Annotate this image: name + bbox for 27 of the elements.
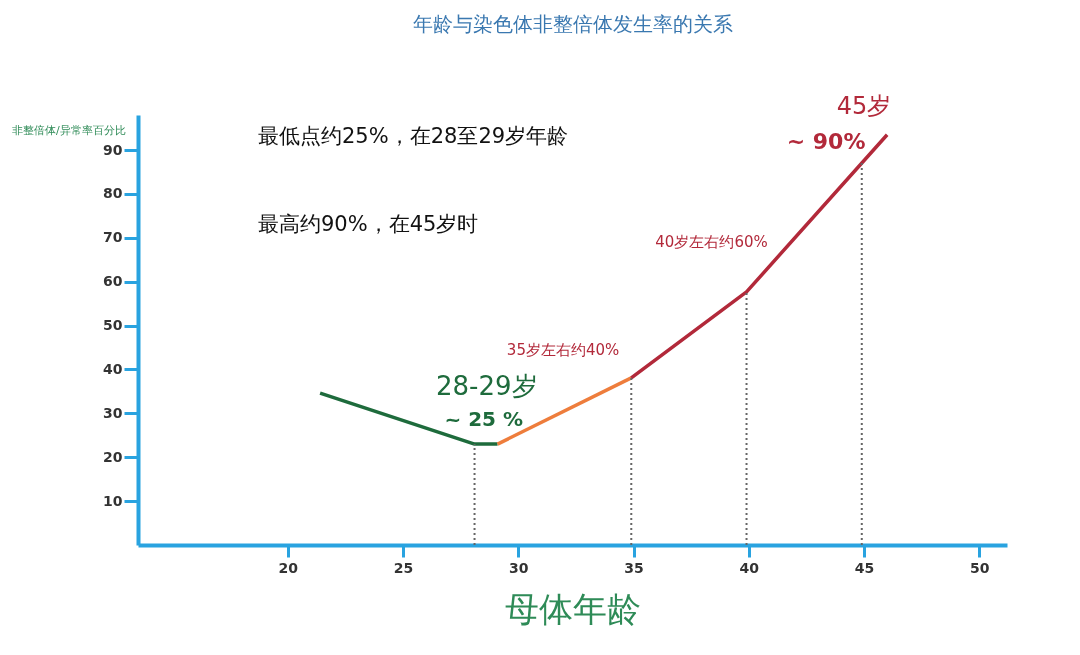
x-axis-title: 母体年龄	[505, 588, 641, 629]
y-tick-label: 30	[103, 404, 123, 421]
x-tick-label: 45	[854, 559, 875, 576]
annotation: 最高约90%，在45岁时	[258, 212, 479, 236]
annotation: 40岁左右约60%	[655, 232, 768, 251]
x-tick-label: 50	[970, 559, 990, 576]
x-tick-label: 40	[739, 559, 760, 576]
y-tick-label: 50	[103, 317, 123, 334]
annotation: 最低点约25%，在28至29岁年龄	[258, 124, 569, 148]
y-axis-title: 非整倍体/异常率百分比	[12, 124, 126, 137]
annotation: 28-29岁	[435, 371, 538, 402]
annotation: 45岁	[836, 92, 892, 121]
y-tick-label: 20	[103, 448, 123, 465]
x-tick-label: 25	[393, 559, 414, 576]
y-tick-label: 70	[103, 229, 123, 246]
annotation: ~ 25 %	[444, 407, 524, 432]
annotation: 35岁左右约40%	[506, 340, 620, 359]
y-tick-label: 60	[103, 273, 123, 290]
annotation: ~ 90%	[786, 129, 866, 155]
y-tick-label: 40	[103, 360, 123, 377]
x-tick-label: 20	[278, 559, 299, 576]
x-tick-label: 30	[509, 559, 529, 576]
y-tick-label: 90	[103, 141, 123, 158]
x-tick-label: 35	[624, 559, 644, 576]
y-tick-label: 10	[103, 492, 123, 509]
y-tick-label: 80	[103, 185, 123, 202]
chart-title: 年龄与染色体非整倍体发生率的关系	[412, 12, 733, 37]
